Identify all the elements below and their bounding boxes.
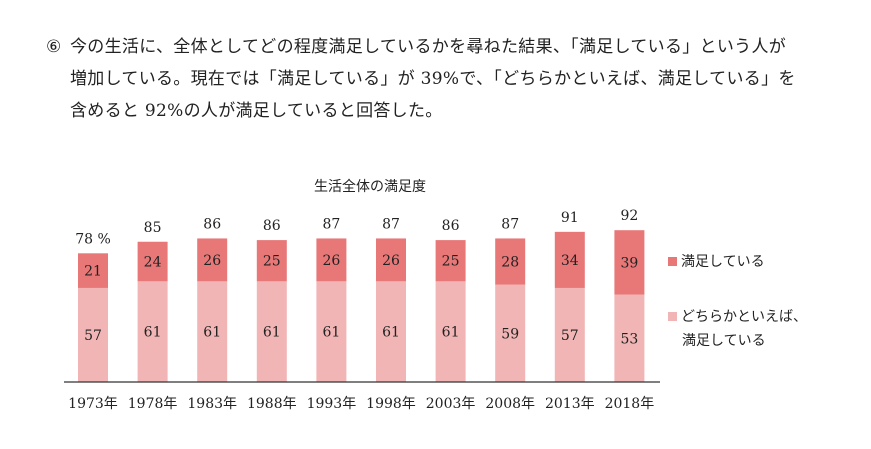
paragraph-line-1-text: 今の生活に、全体としてどの程度満足しているかを尋ねた結果、「満足している」という… xyxy=(70,37,787,57)
legend-swatch-satisfied xyxy=(668,257,677,266)
bar-segment-satisfied xyxy=(376,238,406,282)
legend-label-satisfied: 満足している xyxy=(681,254,765,270)
x-tick-label: 2008年 xyxy=(485,396,535,412)
data-label-somewhat-satisfied: 59 xyxy=(501,326,519,342)
data-label-satisfied: 26 xyxy=(382,253,400,269)
data-label-total: 87 xyxy=(322,216,340,232)
data-label-total: 86 xyxy=(442,218,460,234)
x-tick-label: 1983年 xyxy=(187,396,237,412)
bar-segment-somewhat-satisfied xyxy=(316,281,347,382)
data-label-satisfied: 26 xyxy=(203,253,221,269)
x-tick-label: 2018年 xyxy=(605,396,655,412)
x-tick-label: 2013年 xyxy=(545,396,595,412)
x-tick-label: 1998年 xyxy=(366,396,416,412)
data-label-satisfied: 25 xyxy=(263,254,281,270)
legend-item-somewhat-satisfied: どちらかといえば、 満足している xyxy=(668,305,807,353)
data-label-total: 86 xyxy=(263,218,281,234)
data-label-total: 78 % xyxy=(75,231,111,247)
data-label-satisfied: 25 xyxy=(442,254,460,270)
data-label-total: 92 xyxy=(620,208,638,224)
chart-title: 生活全体の満足度 xyxy=(314,179,426,195)
x-tick-label: 1993年 xyxy=(307,396,357,412)
data-label-somewhat-satisfied: 57 xyxy=(84,328,102,344)
bar-segment-satisfied xyxy=(256,240,287,282)
data-label-satisfied: 34 xyxy=(561,253,579,269)
legend-label-somewhat-satisfied-2: 満足している xyxy=(682,333,766,349)
data-label-satisfied: 26 xyxy=(322,253,340,269)
bar-segment-somewhat-satisfied xyxy=(78,287,108,382)
bar-segment-somewhat-satisfied xyxy=(137,281,168,382)
data-label-satisfied: 24 xyxy=(144,255,162,271)
data-label-somewhat-satisfied: 61 xyxy=(382,325,400,341)
bar-segment-satisfied xyxy=(495,238,526,285)
data-label-somewhat-satisfied: 61 xyxy=(203,325,221,341)
bar-segment-somewhat-satisfied xyxy=(197,281,228,382)
bar-segment-satisfied xyxy=(435,240,466,282)
x-tick-label: 1973年 xyxy=(68,396,118,412)
bar-segment-satisfied xyxy=(197,238,228,282)
paragraph-line-2: 増加している。現在では「満足している」が 39%で、「どちらかといえば、満足して… xyxy=(70,69,796,89)
data-label-total: 87 xyxy=(501,216,519,232)
data-label-somewhat-satisfied: 53 xyxy=(620,331,638,347)
bar-segment-somewhat-satisfied xyxy=(376,281,406,382)
bar-segment-somewhat-satisfied xyxy=(256,281,287,382)
bar-segment-satisfied xyxy=(316,238,347,282)
legend-item-satisfied: 満足している xyxy=(668,250,765,274)
bar-segment-somewhat-satisfied xyxy=(435,281,466,382)
bar-segment-somewhat-satisfied xyxy=(614,294,645,382)
data-label-total: 85 xyxy=(144,220,162,236)
paragraph-line-1: ⑥ 今の生活に、全体としてどの程度満足しているかを尋ねた結果、「満足している」とい… xyxy=(46,31,846,63)
x-tick-label: 2003年 xyxy=(426,396,476,412)
x-tick-label: 1978年 xyxy=(128,396,178,412)
legend-swatch-somewhat-satisfied xyxy=(668,312,677,321)
data-label-somewhat-satisfied: 61 xyxy=(442,325,460,341)
data-label-total: 86 xyxy=(203,216,221,232)
bar-segment-somewhat-satisfied xyxy=(554,287,585,382)
paragraph-line-3: 含めると 92%の人が満足していると回答した。 xyxy=(70,101,443,121)
bar-segment-satisfied xyxy=(554,231,585,288)
legend-label-somewhat-satisfied-1: どちらかといえば、 xyxy=(681,309,807,325)
data-label-satisfied: 39 xyxy=(620,255,638,271)
data-label-somewhat-satisfied: 61 xyxy=(322,325,340,341)
bar-segment-satisfied xyxy=(137,241,168,282)
data-label-somewhat-satisfied: 61 xyxy=(144,325,162,341)
data-label-satisfied: 21 xyxy=(84,264,102,280)
x-tick-label: 1988年 xyxy=(247,396,297,412)
description-paragraph: ⑥ 今の生活に、全体としてどの程度満足しているかを尋ねた結果、「満足している」とい… xyxy=(46,31,846,127)
data-label-somewhat-satisfied: 61 xyxy=(263,325,281,341)
data-label-somewhat-satisfied: 57 xyxy=(561,328,579,344)
bar-segment-somewhat-satisfied xyxy=(495,284,526,382)
bar-segment-satisfied xyxy=(614,230,645,295)
data-label-total: 91 xyxy=(561,210,579,226)
bar-segment-satisfied xyxy=(78,253,108,288)
paragraph-marker: ⑥ xyxy=(46,37,62,57)
data-label-total: 87 xyxy=(382,216,400,232)
data-label-satisfied: 28 xyxy=(501,255,519,271)
